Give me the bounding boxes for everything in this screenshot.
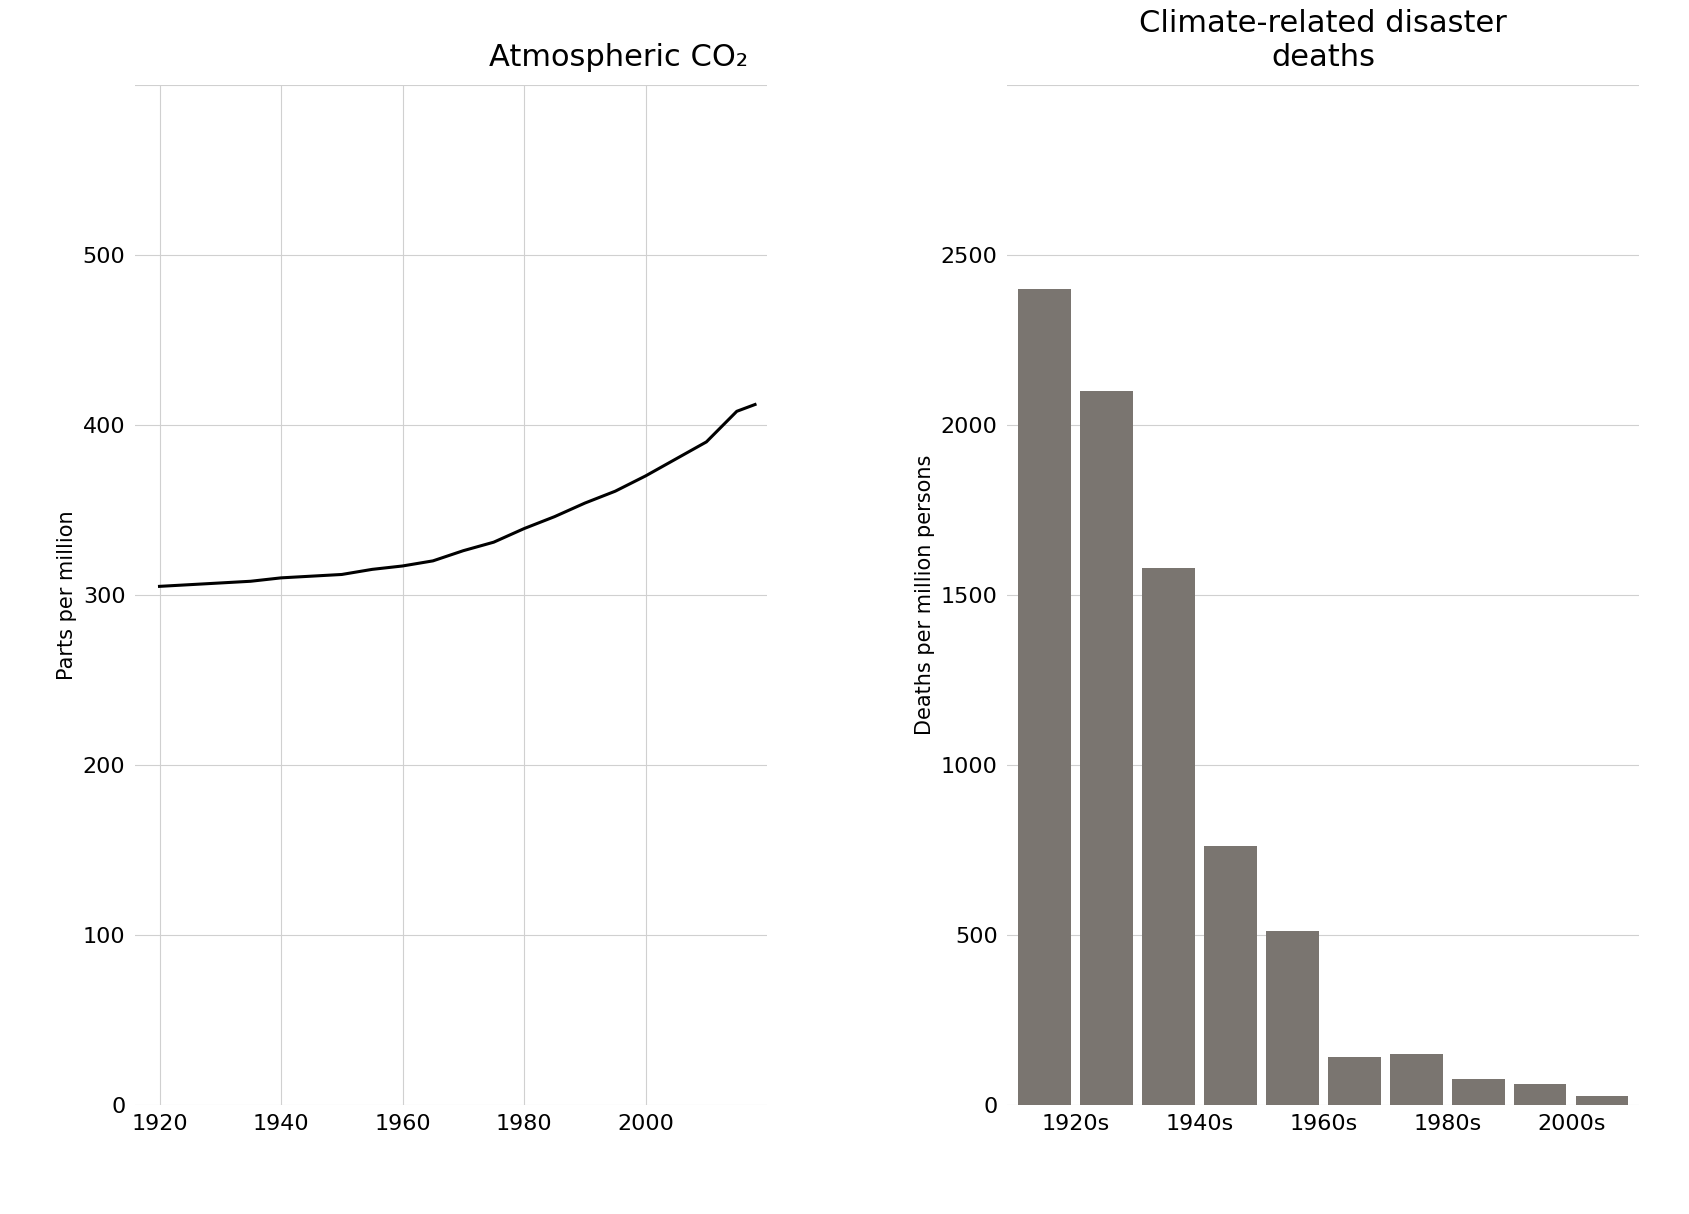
Bar xyxy=(1388,1054,1442,1105)
Bar xyxy=(1451,1079,1503,1105)
Bar xyxy=(1017,289,1071,1105)
Text: Atmospheric CO₂: Atmospheric CO₂ xyxy=(488,42,748,72)
Bar xyxy=(1079,391,1132,1105)
Bar xyxy=(1513,1084,1566,1105)
Y-axis label: Parts per million: Parts per million xyxy=(57,510,78,680)
Bar xyxy=(1142,568,1194,1105)
Bar xyxy=(1328,1057,1380,1105)
Y-axis label: Deaths per million persons: Deaths per million persons xyxy=(915,455,934,734)
Bar xyxy=(1203,846,1257,1105)
Bar xyxy=(1574,1096,1628,1105)
Title: Climate-related disaster
deaths: Climate-related disaster deaths xyxy=(1138,8,1507,72)
Bar xyxy=(1265,931,1317,1105)
